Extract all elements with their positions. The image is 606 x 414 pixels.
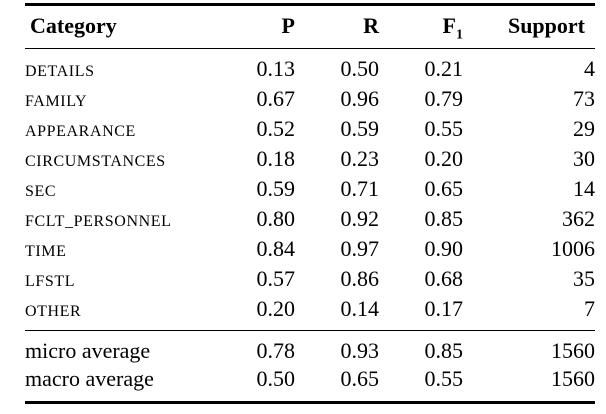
value-cell: 362 — [562, 206, 595, 231]
category-cell: FCLT_PERSONNEL — [25, 213, 172, 230]
table-row: TIME 0.84 0.97 0.90 1006 — [25, 235, 595, 265]
value-cell: 14 — [573, 176, 595, 201]
value-cell: 0.20 — [256, 296, 296, 321]
category-cell: FAMILY — [25, 93, 88, 110]
table-row: FAMILY 0.67 0.96 0.79 73 — [25, 85, 595, 115]
category-cell: TIME — [25, 243, 67, 260]
average-row: macro average 0.50 0.65 0.55 1560 — [25, 365, 595, 403]
value-cell: 0.23 — [340, 146, 380, 171]
table-body: DETAILS 0.13 0.50 0.21 4 FAMILY 0.67 0.96 0.79 73… — [25, 49, 595, 331]
value-cell: 73 — [573, 86, 595, 111]
table-averages: micro average 0.78 0.93 0.85 1560 macro avera… — [25, 330, 595, 403]
table-row: SEC 0.59 0.71 0.65 14 — [25, 175, 595, 205]
category-cell: APPEARANCE — [25, 123, 136, 140]
value-cell: 0.65 — [424, 176, 464, 201]
value-cell: 7 — [584, 296, 595, 321]
value-cell: 1560 — [551, 366, 595, 391]
f1-subscript: 1 — [456, 27, 463, 43]
column-header-f1: F1 — [379, 5, 463, 49]
value-cell: 0.85 — [424, 338, 464, 363]
value-cell: 30 — [573, 146, 595, 171]
average-label-cell: macro average — [25, 366, 154, 391]
value-cell: 0.50 — [256, 366, 296, 391]
column-header-support: Support — [507, 13, 585, 38]
table-row: OTHER 0.20 0.14 0.17 7 — [25, 295, 595, 331]
value-cell: 35 — [573, 266, 595, 291]
table-header: Category P R F1 Support — [25, 5, 595, 49]
value-cell: 0.13 — [256, 56, 296, 81]
category-cell: OTHER — [25, 303, 82, 320]
category-cell: LFSTL — [25, 273, 76, 290]
value-cell: 0.80 — [256, 206, 296, 231]
table-row: APPEARANCE 0.52 0.59 0.55 29 — [25, 115, 595, 145]
column-header-recall: R — [363, 13, 379, 38]
value-cell: 0.18 — [256, 146, 296, 171]
value-cell: 0.68 — [424, 266, 464, 291]
value-cell: 0.50 — [340, 56, 380, 81]
value-cell: 0.59 — [340, 116, 380, 141]
value-cell: 0.97 — [340, 236, 380, 261]
category-cell: CIRCUMSTANCES — [25, 153, 166, 170]
category-cell: DETAILS — [25, 63, 95, 80]
value-cell: 0.84 — [256, 236, 296, 261]
value-cell: 0.14 — [340, 296, 380, 321]
value-cell: 1006 — [551, 236, 595, 261]
value-cell: 0.79 — [424, 86, 464, 111]
value-cell: 0.59 — [256, 176, 296, 201]
value-cell: 0.86 — [340, 266, 380, 291]
average-label-cell: micro average — [25, 338, 151, 363]
value-cell: 1560 — [551, 338, 595, 363]
value-cell: 0.55 — [424, 116, 464, 141]
f1-base: F — [442, 13, 456, 38]
column-header-category: Category — [30, 13, 117, 38]
header-row: Category P R F1 Support — [25, 5, 595, 49]
category-cell: SEC — [25, 183, 57, 200]
value-cell: 0.52 — [256, 116, 296, 141]
value-cell: 4 — [584, 56, 595, 81]
value-cell: 0.96 — [340, 86, 380, 111]
table-row: CIRCUMSTANCES 0.18 0.23 0.20 30 — [25, 145, 595, 175]
value-cell: 0.20 — [424, 146, 464, 171]
value-cell: 0.67 — [256, 86, 296, 111]
table-row: LFSTL 0.57 0.86 0.68 35 — [25, 265, 595, 295]
table-row: DETAILS 0.13 0.50 0.21 4 — [25, 49, 595, 86]
value-cell: 29 — [573, 116, 595, 141]
value-cell: 0.85 — [424, 206, 464, 231]
value-cell: 0.78 — [256, 338, 296, 363]
table-row: FCLT_PERSONNEL 0.80 0.92 0.85 362 — [25, 205, 595, 235]
column-header-precision: P — [281, 13, 295, 38]
value-cell: 0.92 — [340, 206, 380, 231]
value-cell: 0.57 — [256, 266, 296, 291]
value-cell: 0.93 — [340, 338, 380, 363]
average-row: micro average 0.78 0.93 0.85 1560 — [25, 331, 595, 366]
value-cell: 0.71 — [340, 176, 380, 201]
value-cell: 0.65 — [340, 366, 380, 391]
value-cell: 0.21 — [424, 56, 464, 81]
value-cell: 0.55 — [424, 366, 464, 391]
results-table: Category P R F1 Support DETAILS 0.13 0.50 0… — [25, 3, 595, 404]
value-cell: 0.90 — [424, 236, 464, 261]
value-cell: 0.17 — [424, 296, 464, 321]
